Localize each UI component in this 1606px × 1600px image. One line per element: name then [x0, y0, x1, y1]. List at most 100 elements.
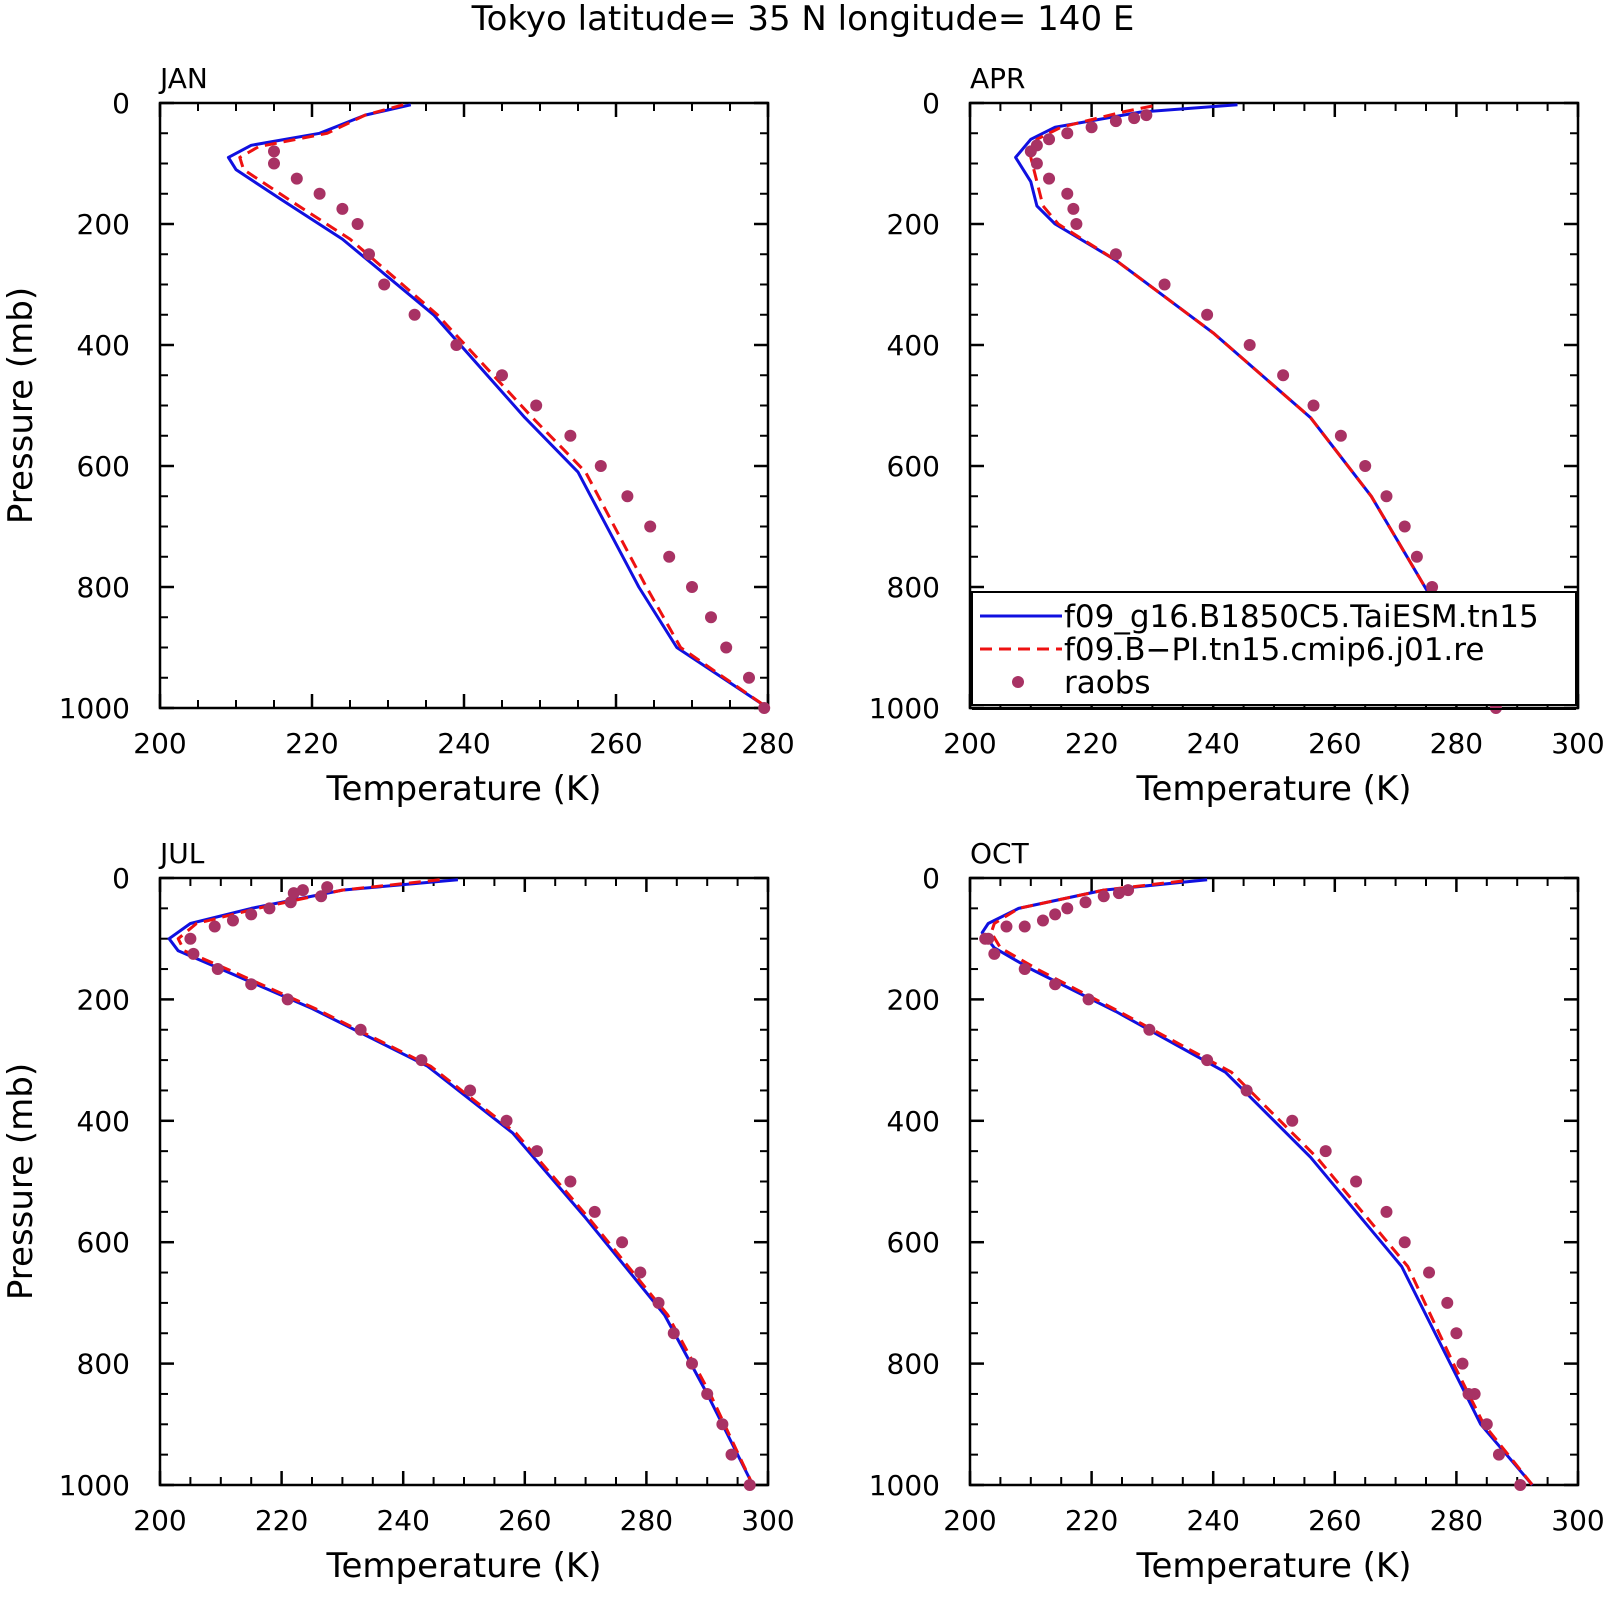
raobs-point — [686, 1357, 698, 1370]
raobs-point — [1158, 278, 1171, 291]
x-tick-label: 240 — [1186, 1504, 1239, 1537]
y-tick-label: 400 — [77, 1105, 130, 1138]
legend-label: raobs — [1064, 665, 1151, 701]
raobs-point — [1061, 902, 1074, 915]
panel-label: JUL — [158, 837, 205, 870]
y-tick-label: 800 — [887, 571, 940, 604]
taiesm-line — [226, 103, 769, 710]
plot-frame — [158, 101, 770, 710]
raobs-point — [287, 887, 300, 900]
raobs-point — [1492, 1448, 1505, 1461]
panel-label: APR — [970, 62, 1026, 95]
raobs-point — [588, 1205, 601, 1218]
raobs-point — [634, 1266, 647, 1279]
raobs-point — [408, 308, 421, 321]
raobs-point — [284, 896, 297, 909]
x-tick-label: 220 — [1065, 727, 1118, 760]
panel-jan: JAN 200 220 240 260 280 0 200 400 600 800 1000 Tempe… — [1, 62, 795, 809]
raobs-point — [1043, 133, 1056, 146]
x-tick-label: 300 — [1551, 727, 1604, 760]
raobs-point — [281, 993, 294, 1006]
raobs-point — [415, 1054, 428, 1067]
cmip6-line — [238, 103, 769, 710]
raobs-point — [336, 202, 349, 215]
raobs-point — [1240, 1084, 1253, 1097]
raobs-point — [1000, 920, 1013, 933]
legend-label: f09.B−PI.tn15.cmip6.j01.re — [1064, 632, 1484, 668]
plot-frame — [158, 876, 770, 1487]
x-tick-label: 260 — [1308, 727, 1361, 760]
raobs-point — [263, 902, 276, 915]
raobs-point — [351, 218, 364, 230]
raobs-point — [1082, 993, 1095, 1006]
raobs-point — [1456, 1357, 1469, 1370]
x-tick-label: 200 — [133, 1504, 186, 1537]
raobs-point — [667, 1327, 680, 1340]
raobs-point — [530, 1145, 543, 1158]
y-tick-label: 400 — [887, 329, 940, 362]
x-tick-label: 220 — [255, 1504, 308, 1537]
raobs-point — [500, 1114, 513, 1127]
x-tick-label: 220 — [1065, 1504, 1118, 1537]
y-tick-label: 800 — [887, 1348, 940, 1381]
x-axis-title: Temperature (K) — [1135, 769, 1411, 809]
raobs-point — [1018, 963, 1031, 976]
raobs-point — [1122, 884, 1135, 897]
raobs-point — [184, 932, 197, 945]
legend: f09_g16.B1850C5.TaiESM.tn15f09.B−PI.tn15… — [971, 591, 1577, 710]
raobs-point — [296, 884, 309, 897]
raobs-point — [1097, 890, 1110, 903]
y-tick-label: 200 — [887, 208, 940, 241]
x-tick-label: 200 — [133, 727, 186, 760]
raobs-point — [363, 248, 375, 261]
raobs-point — [686, 581, 698, 593]
raobs-point — [1049, 978, 1062, 991]
x-tick-label: 260 — [1308, 1504, 1361, 1537]
raobs-point — [1030, 157, 1043, 170]
legend-label: f09_g16.B1850C5.TaiESM.tn15 — [1064, 599, 1539, 635]
raobs-point — [1201, 1054, 1214, 1067]
raobs-point — [1423, 1266, 1436, 1279]
raobs-point — [1085, 121, 1098, 134]
x-tick-label: 300 — [741, 1504, 794, 1537]
raobs-point — [1109, 115, 1122, 128]
panel-apr: APR 200 220 240 260 280 300 0 200 400 600 800 1000 Te… — [869, 62, 1605, 809]
raobs-point — [652, 1296, 665, 1309]
raobs-point — [378, 278, 391, 291]
y-tick-label: 200 — [77, 208, 130, 241]
x-tick-label: 280 — [620, 1504, 673, 1537]
raobs-point — [1380, 490, 1393, 503]
x-tick-label: 220 — [285, 727, 338, 760]
raobs-point — [496, 369, 508, 382]
legend-box — [971, 591, 1577, 706]
raobs-point — [208, 920, 221, 933]
raobs-point — [979, 932, 992, 945]
taiesm-line — [167, 878, 755, 1486]
taiesm-line — [980, 878, 1534, 1486]
y-tick-label: 0 — [112, 862, 130, 895]
raobs-point — [705, 611, 717, 624]
y-tick-label: 0 — [922, 862, 940, 895]
raobs-point — [663, 550, 676, 563]
raobs-point — [1061, 187, 1074, 200]
y-tick-label: 1000 — [869, 692, 940, 725]
raobs-point — [1286, 1114, 1299, 1127]
raobs-point — [1380, 1205, 1393, 1218]
raobs-point — [211, 963, 224, 976]
cmip6-line — [989, 879, 1534, 1486]
raobs-point — [245, 908, 258, 921]
y-tick-label: 600 — [887, 450, 940, 483]
y-tick-label: 0 — [112, 87, 130, 120]
x-tick-label: 280 — [1430, 1504, 1483, 1537]
raobs-point — [743, 671, 755, 684]
raobs-point — [621, 490, 634, 503]
raobs-point — [450, 339, 463, 351]
raobs-point — [725, 1448, 738, 1461]
raobs-point — [313, 187, 326, 200]
y-tick-label: 1000 — [869, 1469, 940, 1502]
y-tick-label: 600 — [887, 1226, 940, 1259]
raobs-point — [1128, 112, 1141, 125]
raobs-point — [354, 1023, 367, 1036]
raobs-point — [716, 1418, 729, 1431]
